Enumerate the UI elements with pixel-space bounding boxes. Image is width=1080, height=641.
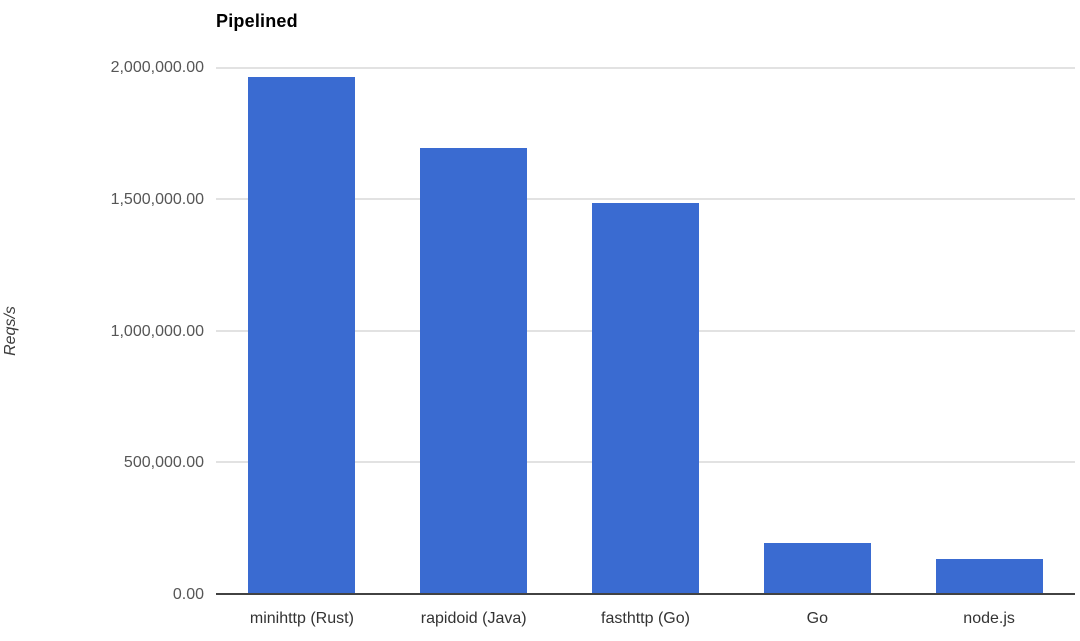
x-tick-label: Go [806, 610, 828, 627]
gridline [216, 198, 1075, 201]
gridline [216, 67, 1075, 69]
y-tick-label: 2,000,000.00 [110, 59, 204, 76]
bar-node-js [935, 558, 1043, 593]
x-tick-label: node.js [963, 610, 1015, 627]
plot-area [216, 67, 1075, 595]
bar-rapidoid-java [420, 148, 528, 593]
bar-minihttp-rust [248, 77, 356, 593]
x-axis-labels: minihttp (Rust) rapidoid (Java) fasthttp (… [216, 607, 1075, 633]
x-tick-label: rapidoid (Java) [420, 610, 527, 627]
bar-go [763, 543, 871, 593]
x-tick-label: minihttp (Rust) [249, 610, 354, 627]
bar-fasthttp-go [591, 203, 699, 593]
y-axis-ticks: 2,000,000.00 1,500,000.00 1,000,000.00 500,… [0, 59, 204, 603]
y-tick-label: 0.00 [172, 586, 204, 603]
y-tick-label: 1,500,000.00 [110, 190, 204, 208]
bars [216, 68, 1075, 593]
y-tick-label: 500,000.00 [123, 454, 204, 472]
x-tick-label: fasthttp (Go) [601, 610, 690, 627]
chart-title: Pipelined [216, 11, 298, 31]
y-tick-label: 1,000,000.00 [110, 322, 204, 340]
